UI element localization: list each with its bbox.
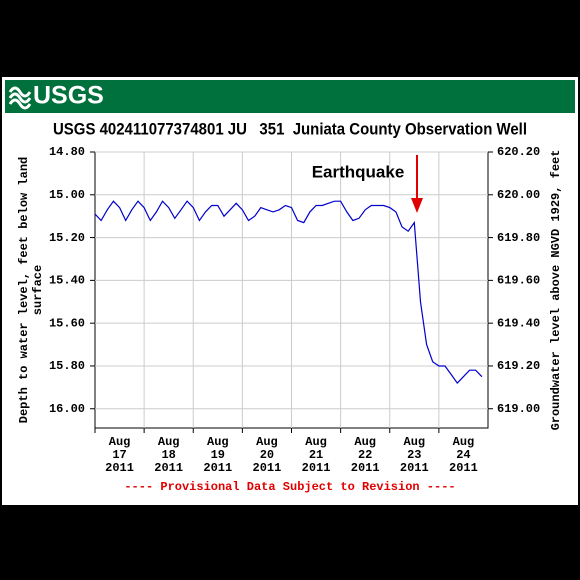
y-tick-label: 16.00	[49, 402, 85, 416]
y-axis-label-line: Depth to water level, feet below land	[17, 157, 31, 423]
y2-tick-label: 619.40	[497, 316, 540, 330]
x-tick-label: 2011	[154, 461, 183, 475]
x-tick-label: Aug	[305, 435, 327, 449]
x-tick-label: Aug	[256, 435, 278, 449]
x-tick-label: 23	[407, 448, 421, 462]
x-tick-label: 2011	[449, 461, 478, 475]
x-tick-label: 2011	[203, 461, 232, 475]
x-tick-label: 2011	[400, 461, 429, 475]
x-tick-label: Aug	[109, 435, 131, 449]
x-tick-label: Aug	[158, 435, 180, 449]
logo: USGS	[33, 82, 104, 110]
y2-tick-label: 620.00	[497, 188, 540, 202]
y-tick-label: 14.80	[49, 145, 85, 159]
annotation: Earthquake	[312, 162, 405, 181]
y-tick-label: 15.80	[49, 359, 85, 373]
x-tick-label: 19	[211, 448, 225, 462]
x-tick-label: 17	[112, 448, 126, 462]
line	[94, 200, 483, 385]
y2-tick-label: 620.20	[497, 145, 540, 159]
y-tick-label: 15.20	[49, 231, 85, 245]
x-tick-label: 2011	[302, 461, 331, 475]
x-tick-label: 2011	[351, 461, 380, 475]
x-tick-label: 18	[161, 448, 175, 462]
y-tick-label: 15.40	[49, 274, 85, 288]
y-tick-label: 15.00	[49, 188, 85, 202]
x-tick-label: Aug	[404, 435, 426, 449]
y2-tick-label: 619.80	[497, 231, 540, 245]
x-tick-label: 20	[260, 448, 274, 462]
x-tick-label: 24	[456, 448, 470, 462]
chart-title: USGS 402411077374801 JU 351 Juniata Coun…	[53, 119, 527, 138]
y2-axis-label: Groundwater level above NGVD 1929, feet	[549, 150, 563, 431]
y2-tick-label: 619.20	[497, 359, 540, 373]
y2-tick-label: 619.00	[497, 402, 540, 416]
y-axis-label: Depth to water level, feet below landsur…	[17, 157, 45, 423]
x-tick-label: 2011	[253, 461, 282, 475]
banner	[5, 80, 575, 113]
panel	[2, 77, 578, 505]
y-tick-label: 15.60	[49, 316, 85, 330]
logo-icon	[8, 86, 32, 110]
arrow-head	[411, 198, 423, 213]
x-tick-label: 22	[358, 448, 372, 462]
x-tick-label: 2011	[105, 461, 134, 475]
x-tick-label: Aug	[453, 435, 475, 449]
x-tick-label: Aug	[207, 435, 229, 449]
x-tick-label: Aug	[354, 435, 376, 449]
x-tick-label: 21	[309, 448, 323, 462]
y2-tick-label: 619.60	[497, 274, 540, 288]
y-axis-label-line: surface	[31, 265, 45, 315]
footer: ---- Provisional Data Subject to Revisio…	[124, 480, 455, 494]
